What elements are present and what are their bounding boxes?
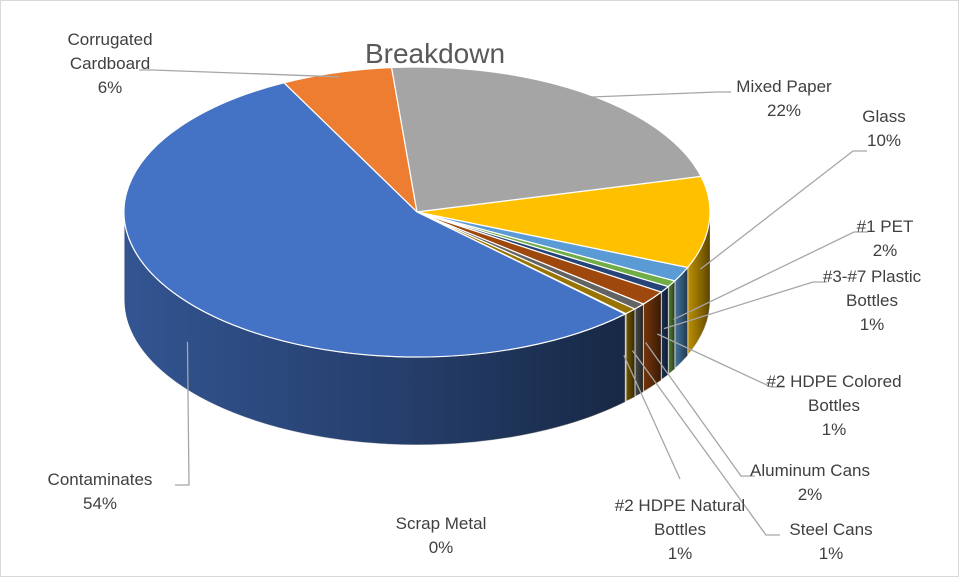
data-label-name: Aluminum Cans [750, 461, 870, 480]
data-label-name: Cardboard [70, 54, 150, 73]
data-label-scrap-metal: Scrap Metal 0% [396, 514, 487, 557]
data-label-1-pet: #1 PET 2% [857, 217, 914, 260]
data-label-2-hdpe-natural-bottles: #2 HDPE Natural Bottles 1% [615, 496, 745, 563]
pie-slice-mixed-paper [390, 66, 702, 213]
data-label-pct: 1% [819, 544, 844, 563]
data-label-name: Scrap Metal [396, 514, 487, 533]
leader-line-contaminates [175, 341, 190, 486]
pie-side-shade-aluminum-cans [643, 292, 662, 393]
leader-line-2-hdpe-natural-bottles [623, 355, 681, 480]
leader-line-glass [700, 150, 867, 270]
data-label-name: Contaminates [48, 470, 153, 489]
data-label-name: Corrugated [67, 30, 152, 49]
pie-side-shade-steel-cans [634, 304, 644, 397]
leader-line-2-hdpe-colored-bottles [657, 333, 785, 388]
data-label-3-7-plastic-bottles: #3-#7 Plastic Bottles 1% [823, 267, 922, 334]
pie-top-faces [123, 66, 711, 358]
data-label-name: Steel Cans [789, 520, 872, 539]
pie-side-shade-2-hdpe-natural-bottles [625, 308, 635, 402]
data-label-name: Bottles [808, 396, 860, 415]
data-label-pct: 2% [798, 485, 823, 504]
data-label-name: #2 HDPE Natural [615, 496, 745, 515]
leader-line-1-pet [673, 231, 868, 320]
data-label-pct: 54% [83, 494, 117, 513]
data-label-glass: Glass 10% [862, 107, 905, 150]
pie-side-shade-contaminates [124, 212, 626, 445]
data-label-contaminates: Contaminates 54% [48, 470, 153, 513]
data-label-name: Bottles [654, 520, 706, 539]
chart-title: Breakdown [365, 38, 505, 69]
data-label-pct: 1% [860, 315, 885, 334]
data-label-corrugated-cardboard: Corrugated Cardboard 6% [67, 30, 152, 97]
leader-line-corrugated-cardboard [139, 69, 339, 78]
data-label-mixed-paper: Mixed Paper 22% [736, 77, 832, 120]
pie-slice-contaminates [123, 82, 627, 358]
data-label-name: Glass [862, 107, 905, 126]
data-label-pct: 10% [867, 131, 901, 150]
data-label-name: Mixed Paper [736, 77, 832, 96]
data-label-pct: 1% [822, 420, 847, 439]
data-label-2-hdpe-colored-bottles: #2 HDPE Colored Bottles 1% [766, 372, 901, 439]
leader-line-aluminum-cans [645, 342, 755, 477]
data-label-pct: 2% [873, 241, 898, 260]
pie-slice-glass [416, 175, 711, 269]
data-label-name: #1 PET [857, 217, 914, 236]
data-label-pct: 1% [668, 544, 693, 563]
leader-lines [139, 69, 868, 536]
data-label-pct: 22% [767, 101, 801, 120]
leader-line-steel-cans [631, 350, 780, 536]
data-label-aluminum-cans: Aluminum Cans 2% [750, 461, 870, 504]
data-label-name: #2 HDPE Colored [766, 372, 901, 391]
leader-line-mixed-paper [581, 91, 731, 99]
data-label-name: #3-#7 Plastic [823, 267, 922, 286]
pie-side-shade-3-7-plastic-bottles [668, 280, 675, 375]
leader-line-3-7-plastic-bottles [663, 281, 827, 330]
data-label-steel-cans: Steel Cans 1% [789, 520, 872, 563]
data-label-pct: 6% [98, 78, 123, 97]
data-label-name: Bottles [846, 291, 898, 310]
data-label-pct: 0% [429, 538, 454, 557]
pie-side-shade-2-hdpe-colored-bottles [661, 286, 669, 381]
data-labels: Corrugated Cardboard 6% Mixed Paper 22% Glass… [48, 30, 922, 563]
